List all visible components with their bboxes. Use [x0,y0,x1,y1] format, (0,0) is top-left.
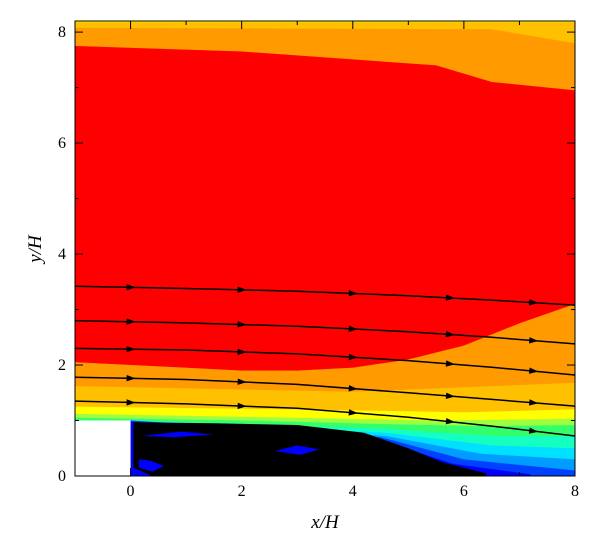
x-axis-label: x/H [310,512,340,533]
y-tick-label: 4 [58,246,66,263]
streamline-arrow [348,385,358,392]
x-tick-label: 8 [571,483,579,500]
streamline-arrow [126,318,136,325]
contour-bands [75,21,575,476]
contour-band-blue-18 [141,431,214,438]
streamline-arrow [528,427,539,434]
y-tick-label: 8 [58,24,66,41]
x-tick-label: 2 [238,483,246,500]
contour-band-blue-17 [138,459,164,472]
streamline-arrow [348,325,358,332]
contour-band-blue-16 [275,445,320,455]
y-tick-label: 2 [58,357,66,374]
y-tick-label: 6 [58,135,66,152]
streamline-arrow [529,337,539,344]
streamline-arrow [348,290,358,297]
y-tick-label: 0 [58,468,66,485]
streamline-arrow [126,345,136,353]
streamline-arrow [445,392,455,399]
x-tick-label: 4 [349,483,357,500]
streamline-arrow [348,353,358,361]
streamline-arrow [445,360,455,367]
streamline-arrow [529,367,539,374]
streamline-arrow [348,409,358,416]
streamline-arrow [237,321,247,328]
streamline-arrow [529,299,539,306]
streamline-arrow [126,375,136,382]
x-tick-label: 6 [460,483,468,500]
streamline-arrow [237,348,247,356]
streamline-arrow [126,399,136,406]
streamlines [75,284,575,437]
x-tick-label: 0 [127,483,135,500]
streamline-arrow [237,286,247,293]
streamline-arrow [237,378,247,385]
streamline-arrow [126,284,136,291]
streamline-arrow [237,402,247,410]
contour-band-orange-5 [75,304,575,399]
obstacle-block [75,420,131,476]
plot-frame [74,20,576,477]
streamline-arrow [529,399,539,406]
streamline-arrow [445,294,455,301]
streamline-arrow [445,331,455,338]
axis-ticks: 0 2 4 6 8 0 2 4 6 8 [58,21,579,500]
streamline-arrow [445,417,455,425]
y-axis-label: y/H [25,234,46,265]
